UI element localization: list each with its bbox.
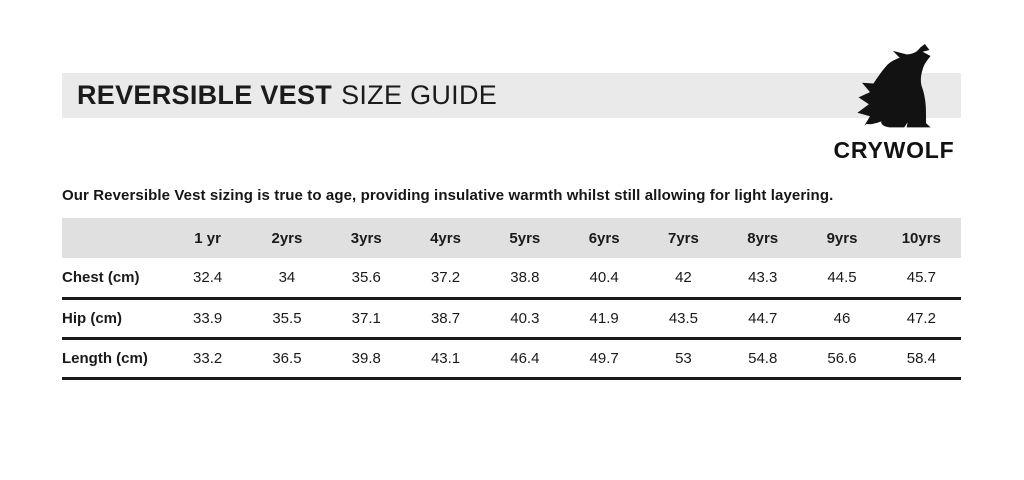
chest-value: 34 xyxy=(278,268,296,286)
hip-value: 37.1 xyxy=(351,309,381,327)
brand-name: CRYWOLF xyxy=(833,137,955,163)
corner-cell xyxy=(62,218,168,258)
hip-value: 44.7 xyxy=(748,309,778,327)
hip-value: 41.9 xyxy=(589,309,619,327)
howling-wolf-icon xyxy=(857,44,931,128)
table-row-chest: Chest (cm) 32.4 34 35.6 37.2 38.8 40.4 4… xyxy=(62,258,961,298)
length-value: 46.4 xyxy=(510,349,540,367)
column-header-1yr: 1 yr xyxy=(194,229,221,247)
length-value: 33.2 xyxy=(193,349,223,367)
chest-value: 44.5 xyxy=(827,268,857,286)
hip-value: 40.3 xyxy=(510,309,540,327)
page-title-product: REVERSIBLE VEST xyxy=(77,80,333,110)
chest-value: 32.4 xyxy=(193,268,223,286)
length-value: 36.5 xyxy=(272,349,302,367)
length-value: 49.7 xyxy=(589,349,619,367)
chest-value: 38.8 xyxy=(510,268,540,286)
column-header-4yrs: 4yrs xyxy=(430,229,461,247)
column-header-5yrs: 5yrs xyxy=(509,229,541,247)
length-value: 43.1 xyxy=(430,349,461,367)
brand-logo: CRYWOLF xyxy=(826,44,962,164)
length-value: 39.8 xyxy=(351,349,381,367)
length-value: 53 xyxy=(675,349,692,367)
size-table: 1 yr 2yrs 3yrs 4yrs 5yrs 6yrs 7yrs 8yrs … xyxy=(62,218,961,380)
row-label-chest: Chest (cm) xyxy=(62,268,140,286)
hip-value: 43.5 xyxy=(668,309,699,327)
column-header-7yrs: 7yrs xyxy=(667,229,699,247)
page-title-suffix: SIZE GUIDE xyxy=(341,80,498,110)
table-row-hip: Hip (cm) 33.9 35.5 37.1 38.7 40.3 41.9 4… xyxy=(62,298,961,338)
chest-value: 37.2 xyxy=(430,268,461,286)
length-value: 56.6 xyxy=(827,349,857,367)
chest-value: 42 xyxy=(675,268,692,286)
column-header-3yrs: 3yrs xyxy=(350,229,382,247)
column-header-10yrs: 10yrs xyxy=(901,229,941,247)
hip-value: 38.7 xyxy=(430,309,461,327)
title-bar: REVERSIBLE VEST SIZE GUIDE xyxy=(62,73,961,118)
row-label-hip: Hip (cm) xyxy=(62,309,122,327)
column-header-9yrs: 9yrs xyxy=(826,229,858,247)
chest-value: 35.6 xyxy=(351,268,381,286)
intro-text: Our Reversible Vest sizing is true to ag… xyxy=(62,187,834,204)
chest-value: 45.7 xyxy=(906,268,936,286)
chest-value: 40.4 xyxy=(589,268,619,286)
size-table-header-row: 1 yr 2yrs 3yrs 4yrs 5yrs 6yrs 7yrs 8yrs … xyxy=(62,218,961,258)
column-header-2yrs: 2yrs xyxy=(271,229,303,247)
length-value: 58.4 xyxy=(906,349,936,367)
row-label-length: Length (cm) xyxy=(62,349,148,367)
hip-value: 47.2 xyxy=(906,309,936,327)
column-header-6yrs: 6yrs xyxy=(588,229,620,247)
hip-value: 35.5 xyxy=(272,309,302,327)
table-row-length: Length (cm) 33.2 36.5 39.8 43.1 46.4 49.… xyxy=(62,338,961,378)
column-header-8yrs: 8yrs xyxy=(747,229,779,247)
chest-value: 43.3 xyxy=(748,268,778,286)
hip-value: 46 xyxy=(833,309,851,327)
hip-value: 33.9 xyxy=(193,309,223,327)
length-value: 54.8 xyxy=(748,349,778,367)
